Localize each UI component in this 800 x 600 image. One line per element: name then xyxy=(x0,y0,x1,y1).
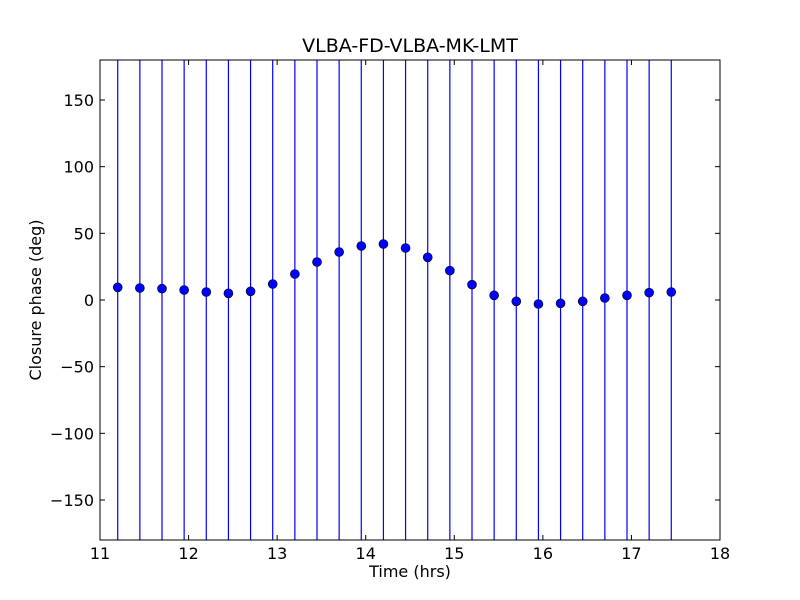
data-point xyxy=(489,290,499,301)
data-point xyxy=(600,293,610,303)
y-tick-label: 0 xyxy=(84,291,94,310)
data-point xyxy=(267,279,278,289)
y-tick-label: −150 xyxy=(50,491,94,510)
data-point xyxy=(378,239,389,249)
x-tick-label: 14 xyxy=(356,544,376,563)
data-point xyxy=(666,287,677,297)
data-point xyxy=(112,282,123,293)
y-tick-label: −50 xyxy=(60,358,94,377)
data-point xyxy=(334,247,344,257)
data-point xyxy=(467,279,477,290)
data-point xyxy=(135,283,145,293)
y-tick-label: 100 xyxy=(63,158,94,177)
y-axis-ticks: −150 −100 −50 0 50 100 150 xyxy=(50,91,720,510)
data-point xyxy=(201,287,212,297)
y-tick-label: −100 xyxy=(50,424,94,443)
data-point xyxy=(400,243,411,253)
data-point xyxy=(555,298,566,309)
data-point xyxy=(622,290,632,301)
data-point xyxy=(445,265,455,276)
data-point xyxy=(290,269,300,279)
data-point xyxy=(422,252,433,263)
data-point xyxy=(157,283,167,294)
y-tick-label: 50 xyxy=(74,224,94,243)
data-point xyxy=(644,287,654,298)
x-tick-label: 16 xyxy=(533,544,553,563)
x-tick-label: 12 xyxy=(178,544,198,563)
data-point xyxy=(511,296,522,307)
x-axis-label: Time (hrs) xyxy=(368,562,451,581)
x-axis-ticks: 11 12 13 14 15 16 17 18 xyxy=(90,60,730,563)
x-tick-label: 11 xyxy=(90,544,110,563)
data-point xyxy=(533,299,544,309)
data-points xyxy=(112,239,677,309)
data-point xyxy=(577,296,588,307)
chart-title: VLBA-FD-VLBA-MK-LMT xyxy=(302,35,518,57)
data-point xyxy=(223,288,234,299)
x-tick-label: 17 xyxy=(621,544,641,563)
x-tick-label: 13 xyxy=(267,544,287,563)
x-tick-label: 15 xyxy=(444,544,464,563)
data-point xyxy=(245,286,256,297)
y-axis-label: Closure phase (deg) xyxy=(26,219,45,380)
data-point xyxy=(179,285,189,295)
x-tick-label: 18 xyxy=(710,544,730,563)
data-point xyxy=(356,241,367,251)
y-tick-label: 150 xyxy=(63,91,94,110)
data-point xyxy=(312,257,322,267)
